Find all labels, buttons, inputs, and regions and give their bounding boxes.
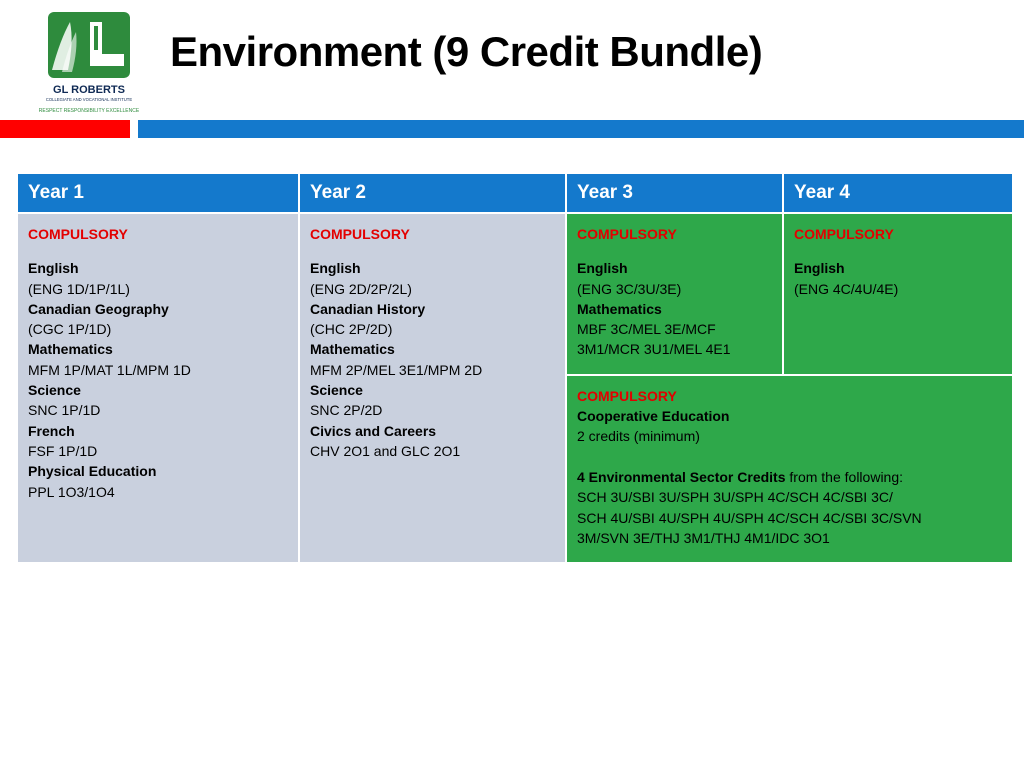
cell-year2: COMPULSORY English (ENG 2D/2P/2L) Canadi… — [300, 214, 565, 562]
course-code: SNC 1P/1D — [28, 400, 288, 420]
col-header-year4: Year 4 — [784, 174, 1012, 212]
course-code: MFM 2P/MEL 3E1/MPM 2D — [310, 360, 555, 380]
course-code: SNC 2P/2D — [310, 400, 555, 420]
col-header-year1: Year 1 — [18, 174, 298, 212]
compulsory-label: COMPULSORY — [310, 224, 555, 244]
course-title: Physical Education — [28, 463, 156, 479]
sector-credits-tail: from the following: — [789, 469, 903, 485]
accent-stripe — [0, 120, 1024, 138]
course-title: English — [310, 260, 361, 276]
course-title: English — [28, 260, 79, 276]
course-title: Mathematics — [310, 341, 395, 357]
course-code: (CHC 2P/2D) — [310, 319, 555, 339]
course-code: FSF 1P/1D — [28, 441, 288, 461]
course-title: English — [794, 260, 845, 276]
course-code: (CGC 1P/1D) — [28, 319, 288, 339]
course-title: Mathematics — [28, 341, 113, 357]
compulsory-label: COMPULSORY — [577, 386, 1002, 406]
coop-title: Cooperative Education — [577, 408, 729, 424]
course-title: Civics and Careers — [310, 423, 436, 439]
col-header-year3: Year 3 — [567, 174, 782, 212]
course-code: PPL 1O3/1O4 — [28, 482, 288, 502]
course-code: (ENG 1D/1P/1L) — [28, 279, 288, 299]
course-title: French — [28, 423, 75, 439]
course-code: MBF 3C/MEL 3E/MCF 3M1/MCR 3U1/MEL 4E1 — [577, 319, 772, 360]
stripe-red — [0, 120, 130, 138]
page-title: Environment (9 Credit Bundle) — [170, 28, 762, 76]
sector-line: SCH 3U/SBI 3U/SPH 3U/SPH 4C/SCH 4C/SBI 3… — [577, 487, 1002, 507]
cell-year4: COMPULSORY English (ENG 4C/4U/4E) — [784, 214, 1012, 374]
stripe-blue — [138, 120, 1024, 138]
sector-line: 3M/SVN 3E/THJ 3M1/THJ 4M1/IDC 3O1 — [577, 528, 1002, 548]
svg-text:RESPECT RESPONSIBILITY EXCEL: RESPECT RESPONSIBILITY EXCELLENCE — [39, 108, 140, 114]
cell-year3: COMPULSORY English (ENG 3C/3U/3E) Mathem… — [567, 214, 782, 374]
header: GL ROBERTS COLLEGIATE AND VOCATIONAL INS… — [0, 0, 1024, 116]
course-title: Canadian History — [310, 301, 425, 317]
course-title: Canadian Geography — [28, 301, 169, 317]
course-code: (ENG 2D/2P/2L) — [310, 279, 555, 299]
curriculum-table: Year 1 Year 2 Year 3 Year 4 COMPULSORY E… — [0, 138, 1024, 562]
coop-code: 2 credits (minimum) — [577, 426, 1002, 446]
course-title: Science — [28, 382, 81, 398]
stripe-gap — [130, 120, 138, 138]
compulsory-label: COMPULSORY — [28, 224, 288, 244]
course-code: (ENG 3C/3U/3E) — [577, 279, 772, 299]
svg-text:COLLEGIATE AND VOCATIONAL INST: COLLEGIATE AND VOCATIONAL INSTITUTE — [46, 97, 132, 102]
course-code: (ENG 4C/4U/4E) — [794, 279, 1002, 299]
course-code: CHV 2O1 and GLC 2O1 — [310, 441, 555, 461]
compulsory-label: COMPULSORY — [794, 224, 1002, 244]
course-title: English — [577, 260, 628, 276]
svg-text:GL ROBERTS: GL ROBERTS — [53, 84, 125, 96]
sector-line: SCH 4U/SBI 4U/SPH 4U/SPH 4C/SCH 4C/SBI 3… — [577, 508, 1002, 528]
school-logo: GL ROBERTS COLLEGIATE AND VOCATIONAL INS… — [34, 10, 144, 116]
compulsory-label: COMPULSORY — [577, 224, 772, 244]
course-title: Science — [310, 382, 363, 398]
sector-credits-lead: 4 Environmental Sector Credits — [577, 469, 789, 485]
cell-sector-credits: COMPULSORY Cooperative Education 2 credi… — [567, 376, 1012, 562]
course-code: MFM 1P/MAT 1L/MPM 1D — [28, 360, 288, 380]
cell-year1: COMPULSORY English (ENG 1D/1P/1L) Canadi… — [18, 214, 298, 562]
col-header-year2: Year 2 — [300, 174, 565, 212]
course-title: Mathematics — [577, 301, 662, 317]
